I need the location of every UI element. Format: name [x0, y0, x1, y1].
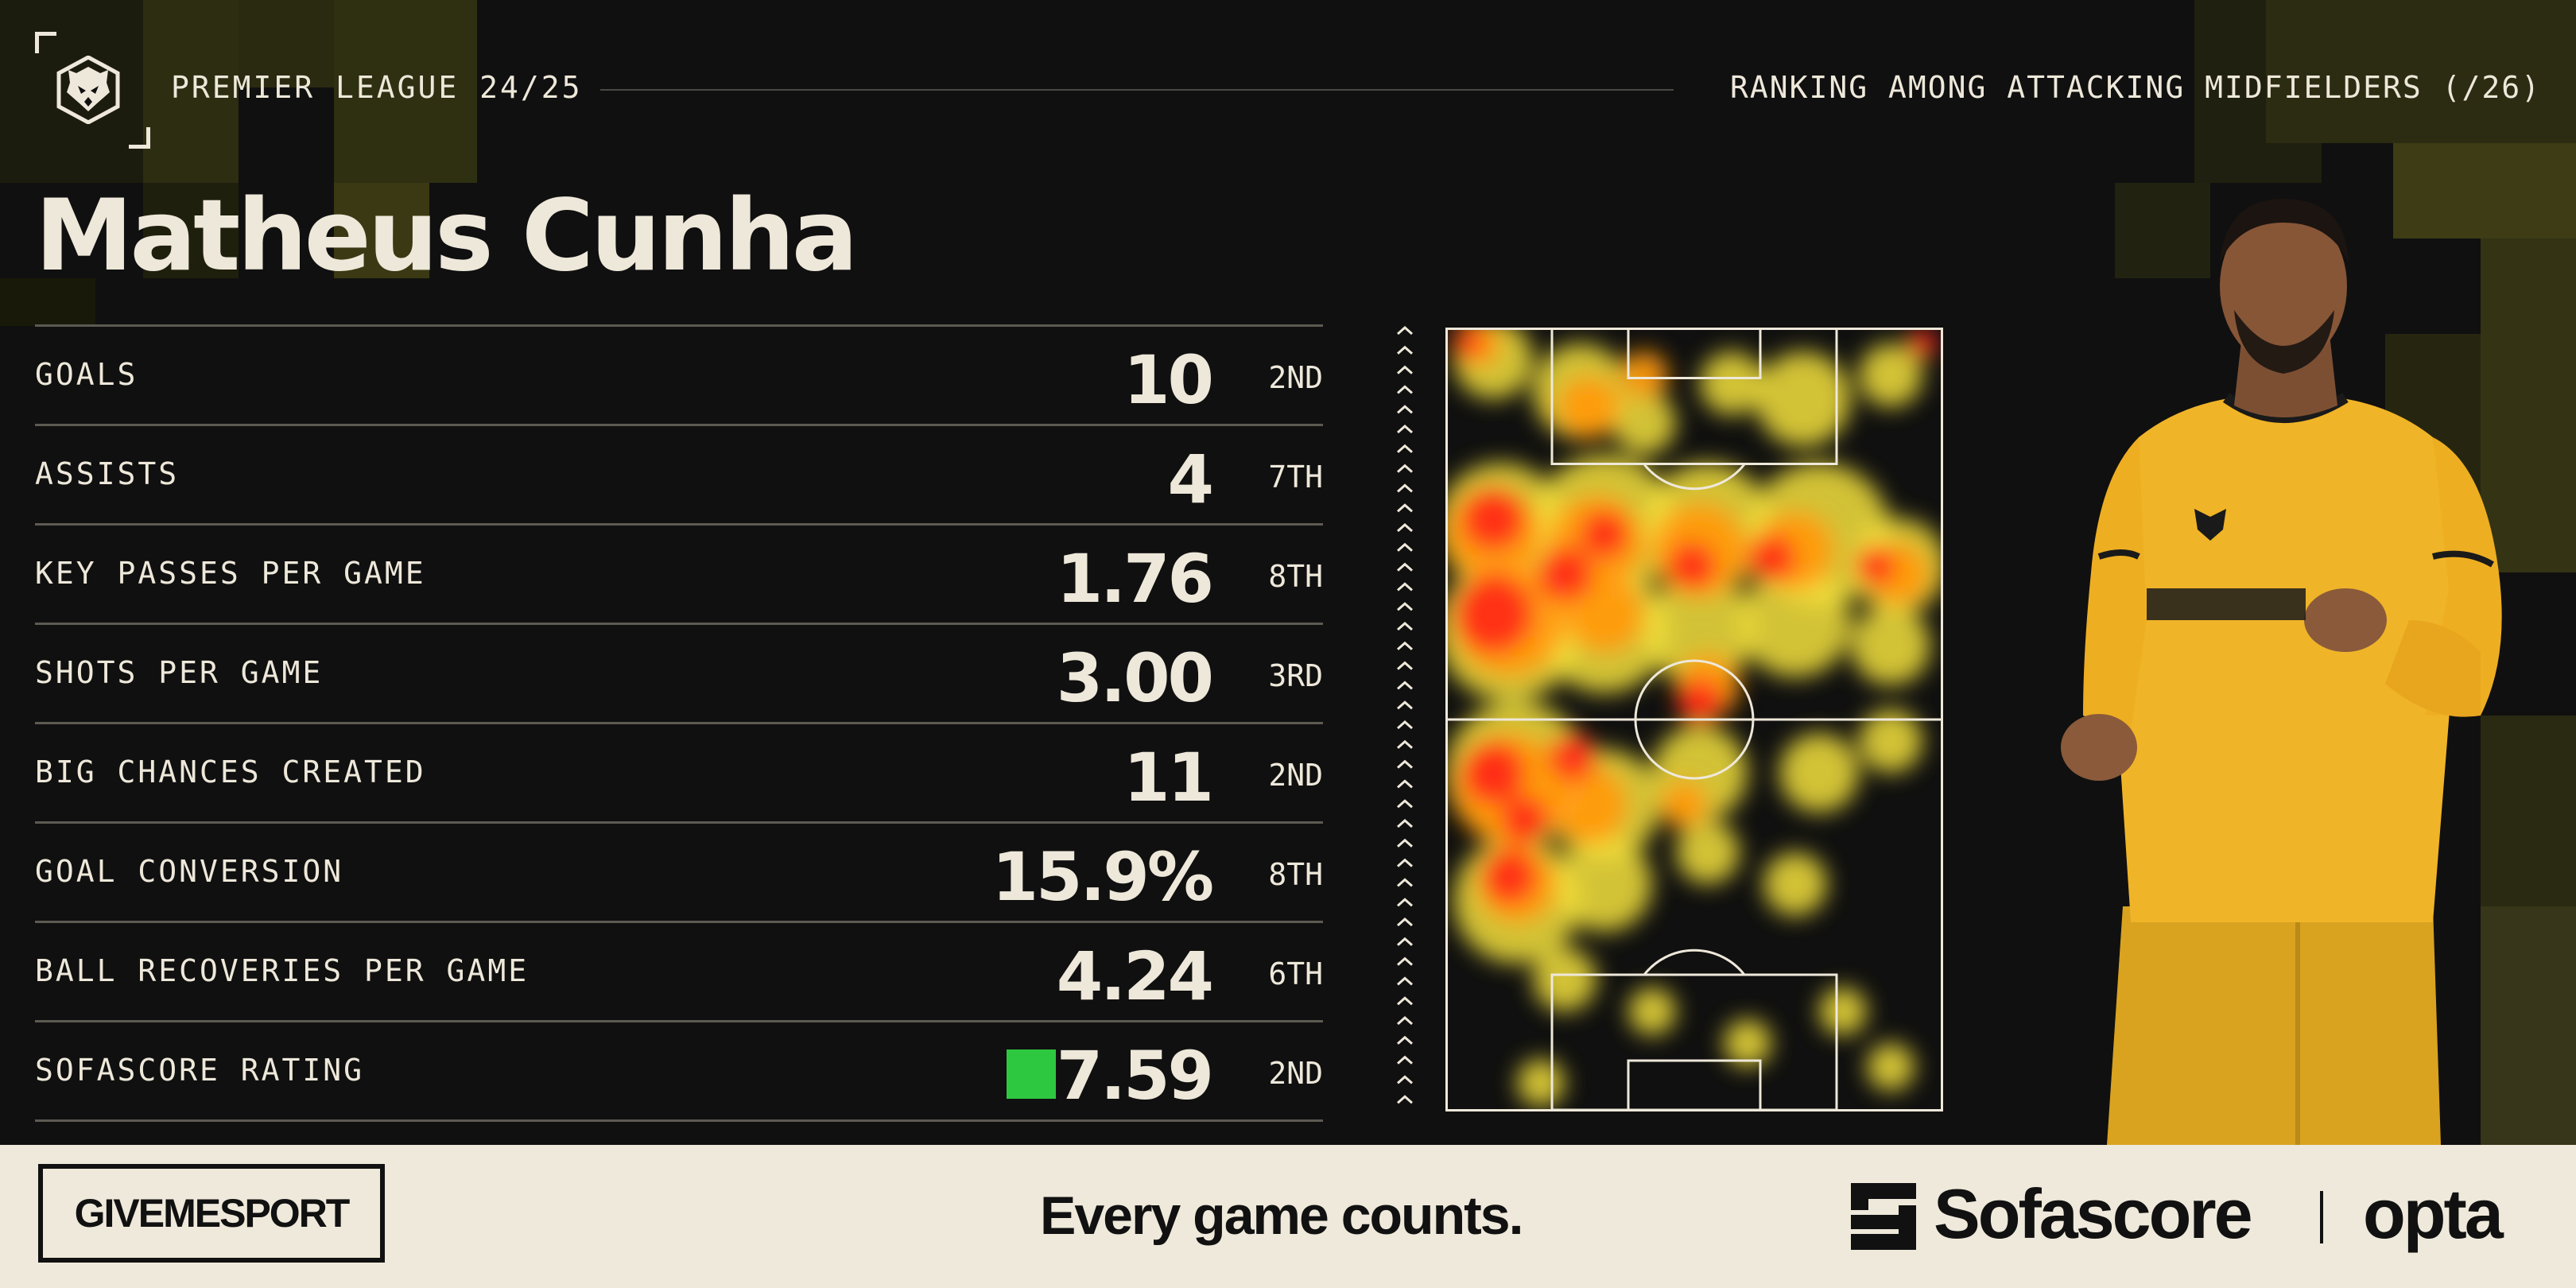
stat-value: 3.00	[1056, 639, 1214, 717]
heat-blob	[1455, 329, 1484, 358]
stat-row-assists: ASSISTS 4 7TH	[35, 424, 1323, 523]
player-name: Matheus Cunha	[35, 179, 858, 293]
heat-blob	[1668, 542, 1716, 590]
heat-blob	[1501, 797, 1549, 844]
heat-blob	[1549, 765, 1628, 844]
stat-value: 11	[1123, 739, 1214, 817]
stat-rank: 2ND	[1268, 758, 1323, 793]
heat-blob	[1453, 574, 1533, 654]
stat-row-big-chances: BIG CHANCES CREATED 11 2ND	[35, 722, 1323, 821]
heat-blob	[1700, 351, 1763, 415]
heat-blob	[1620, 351, 1668, 399]
heat-blob	[1537, 546, 1593, 602]
stat-row-key-passes: KEY PASSES PER GAME 1.76 8TH	[35, 523, 1323, 623]
heat-blob	[1855, 546, 1895, 586]
heat-blob	[1461, 741, 1525, 805]
heat-blob	[1549, 733, 1596, 781]
heat-blob	[1819, 987, 1867, 1035]
heat-blob	[1724, 1019, 1771, 1067]
heat-blob	[1517, 1059, 1565, 1107]
publisher-name: GIVEMESPORT	[74, 1191, 351, 1236]
heat-blob	[1612, 391, 1676, 455]
stat-label: SHOTS PER GAME	[35, 655, 324, 690]
heat-blob	[1533, 948, 1596, 1011]
stat-label: KEY PASSES PER GAME	[35, 556, 426, 591]
stat-row-ball-recoveries: BALL RECOVERIES PER GAME 4.24 6TH	[35, 921, 1323, 1020]
stat-value: 7.59	[1056, 1037, 1214, 1115]
footer-bar: GIVEMESPORT Every game counts. Sofascore…	[0, 1145, 2576, 1288]
heat-blob	[1763, 852, 1827, 916]
competition-label: PREMIER LEAGUE 24/25	[171, 70, 583, 105]
heat-blob	[1740, 566, 1851, 677]
heat-blob	[1678, 679, 1722, 724]
heat-blob	[1557, 836, 1652, 932]
stat-label: BIG CHANCES CREATED	[35, 755, 426, 789]
heat-blob	[1867, 1043, 1915, 1091]
stat-label: ASSISTS	[35, 456, 180, 491]
stat-rank: 8TH	[1268, 559, 1323, 594]
player-photo	[2035, 175, 2528, 1145]
heat-blob	[1557, 375, 1620, 439]
frame-corner-tl	[35, 32, 56, 53]
heat-blob	[1755, 351, 1851, 447]
stat-label: BALL RECOVERIES PER GAME	[35, 953, 530, 988]
stat-value: 10	[1123, 341, 1214, 419]
heat-blob	[1565, 574, 1644, 654]
stat-row-goals: GOALS 10 2ND	[35, 324, 1323, 424]
tagline: Every game counts.	[1040, 1185, 1523, 1246]
heat-blob	[1851, 606, 1930, 685]
stat-row-shots: SHOTS PER GAME 3.00 3RD	[35, 623, 1323, 722]
stat-rank: 2ND	[1268, 360, 1323, 395]
stat-rank: 2ND	[1268, 1056, 1323, 1091]
header-divider	[600, 89, 1674, 91]
heat-blob	[1481, 848, 1537, 904]
wolf-head-icon	[54, 55, 122, 125]
heat-blob	[1660, 781, 1708, 828]
partner-divider	[2320, 1191, 2323, 1243]
stat-rank: 6TH	[1268, 956, 1323, 991]
stat-rank: 3RD	[1268, 658, 1323, 693]
stat-rank: 8TH	[1268, 857, 1323, 892]
stat-row-sofascore-rating: SOFASCORE RATING 7.59 2ND	[35, 1020, 1323, 1122]
stat-label: SOFASCORE RATING	[35, 1053, 365, 1088]
rating-badge	[1007, 1049, 1056, 1099]
stat-row-goal-conversion: GOAL CONVERSION 15.9% 8TH	[35, 821, 1323, 921]
partner-sofascore: Sofascore	[1934, 1174, 2253, 1253]
heat-blob	[1676, 821, 1740, 884]
stat-value: 15.9%	[991, 838, 1214, 916]
frame-corner-br	[129, 127, 150, 149]
publisher-logo: GIVEMESPORT	[38, 1164, 385, 1263]
attack-direction-arrows-icon	[1393, 321, 1417, 1116]
heat-blob	[1628, 987, 1676, 1035]
stat-value: 4	[1167, 440, 1214, 518]
ranking-label: RANKING AMONG ATTACKING MIDFIELDERS (/26…	[1730, 70, 2541, 105]
stat-label: GOALS	[35, 357, 138, 392]
stat-value: 1.76	[1056, 540, 1214, 618]
stat-label: GOAL CONVERSION	[35, 854, 344, 889]
heat-blob	[1748, 534, 1795, 582]
heat-blob	[1779, 733, 1859, 813]
heat-blob	[1908, 329, 1937, 358]
heat-blob	[1859, 709, 1922, 773]
sofascore-logo-icon	[1851, 1183, 1916, 1250]
stats-table: GOALS 10 2ND ASSISTS 4 7TH KEY PASSES PE…	[35, 324, 1323, 1122]
heat-blob	[1859, 343, 1922, 407]
heat-blob	[1644, 574, 1755, 685]
heat-blob	[1581, 510, 1628, 558]
partner-opta: opta	[2363, 1174, 2504, 1253]
stat-value: 4.24	[1056, 937, 1214, 1015]
heat-blob	[1461, 487, 1525, 550]
heatmap-pitch	[1445, 328, 1943, 1111]
stat-rank: 7TH	[1268, 460, 1323, 495]
